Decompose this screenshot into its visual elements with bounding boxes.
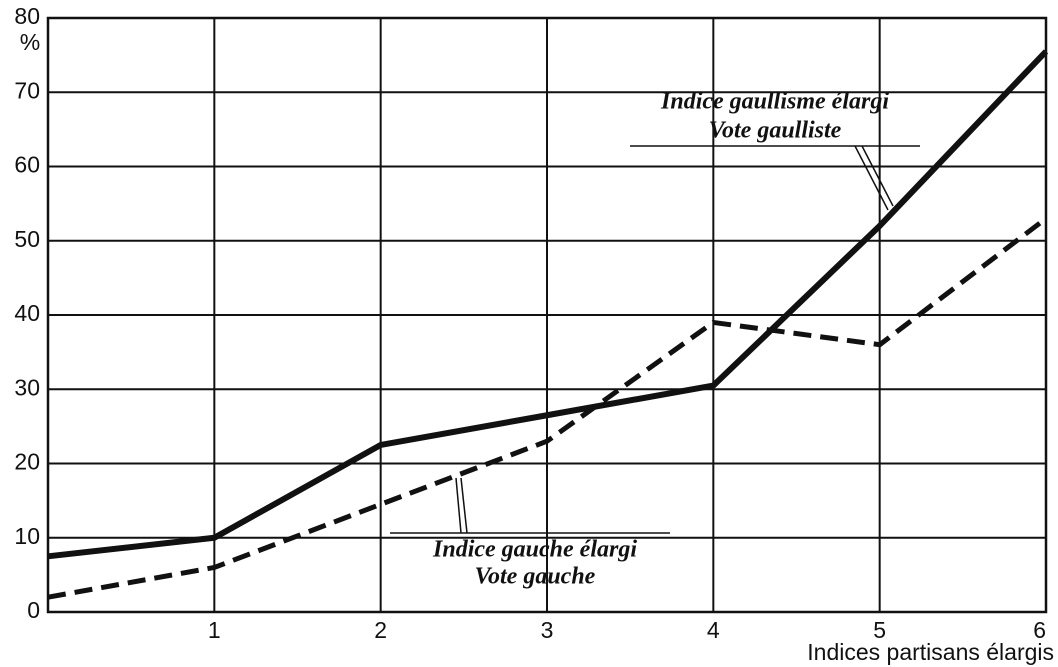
- y-tick-label: 10: [14, 523, 40, 549]
- y-tick-label: 60: [14, 152, 40, 178]
- leader: [455, 477, 462, 534]
- x-tick-label: 2: [374, 617, 387, 643]
- x-tick-label: 3: [541, 617, 554, 643]
- y-tick-label: 20: [14, 449, 40, 475]
- y-unit: %: [20, 29, 40, 55]
- x-tick-label: 5: [873, 617, 886, 643]
- series-annotation: Indice gauche élargi: [432, 537, 637, 563]
- y-tick-label: 80: [14, 3, 40, 29]
- x-tick-label: 4: [707, 617, 720, 643]
- series-line: [47, 49, 1049, 560]
- y-tick-label: 30: [14, 374, 40, 400]
- leader: [861, 145, 894, 207]
- y-tick-label: 40: [14, 300, 40, 326]
- y-tick-label: 70: [14, 77, 40, 103]
- annotation-leaders: [390, 145, 920, 534]
- series-line: [47, 216, 1048, 600]
- series-annotation: Vote gauche: [475, 564, 596, 590]
- x-tick-label: 1: [208, 617, 221, 643]
- y-tick-label: 0: [27, 597, 40, 623]
- series-annotation: Vote gaulliste: [709, 118, 842, 144]
- leader: [460, 477, 468, 534]
- x-tick-label: 6: [1033, 617, 1046, 643]
- y-tick-label: 50: [14, 226, 40, 252]
- series-annotation: Indice gaullisme élargi: [660, 89, 889, 115]
- x-axis-label: Indices partisans élargis: [807, 639, 1054, 665]
- leader: [854, 145, 889, 211]
